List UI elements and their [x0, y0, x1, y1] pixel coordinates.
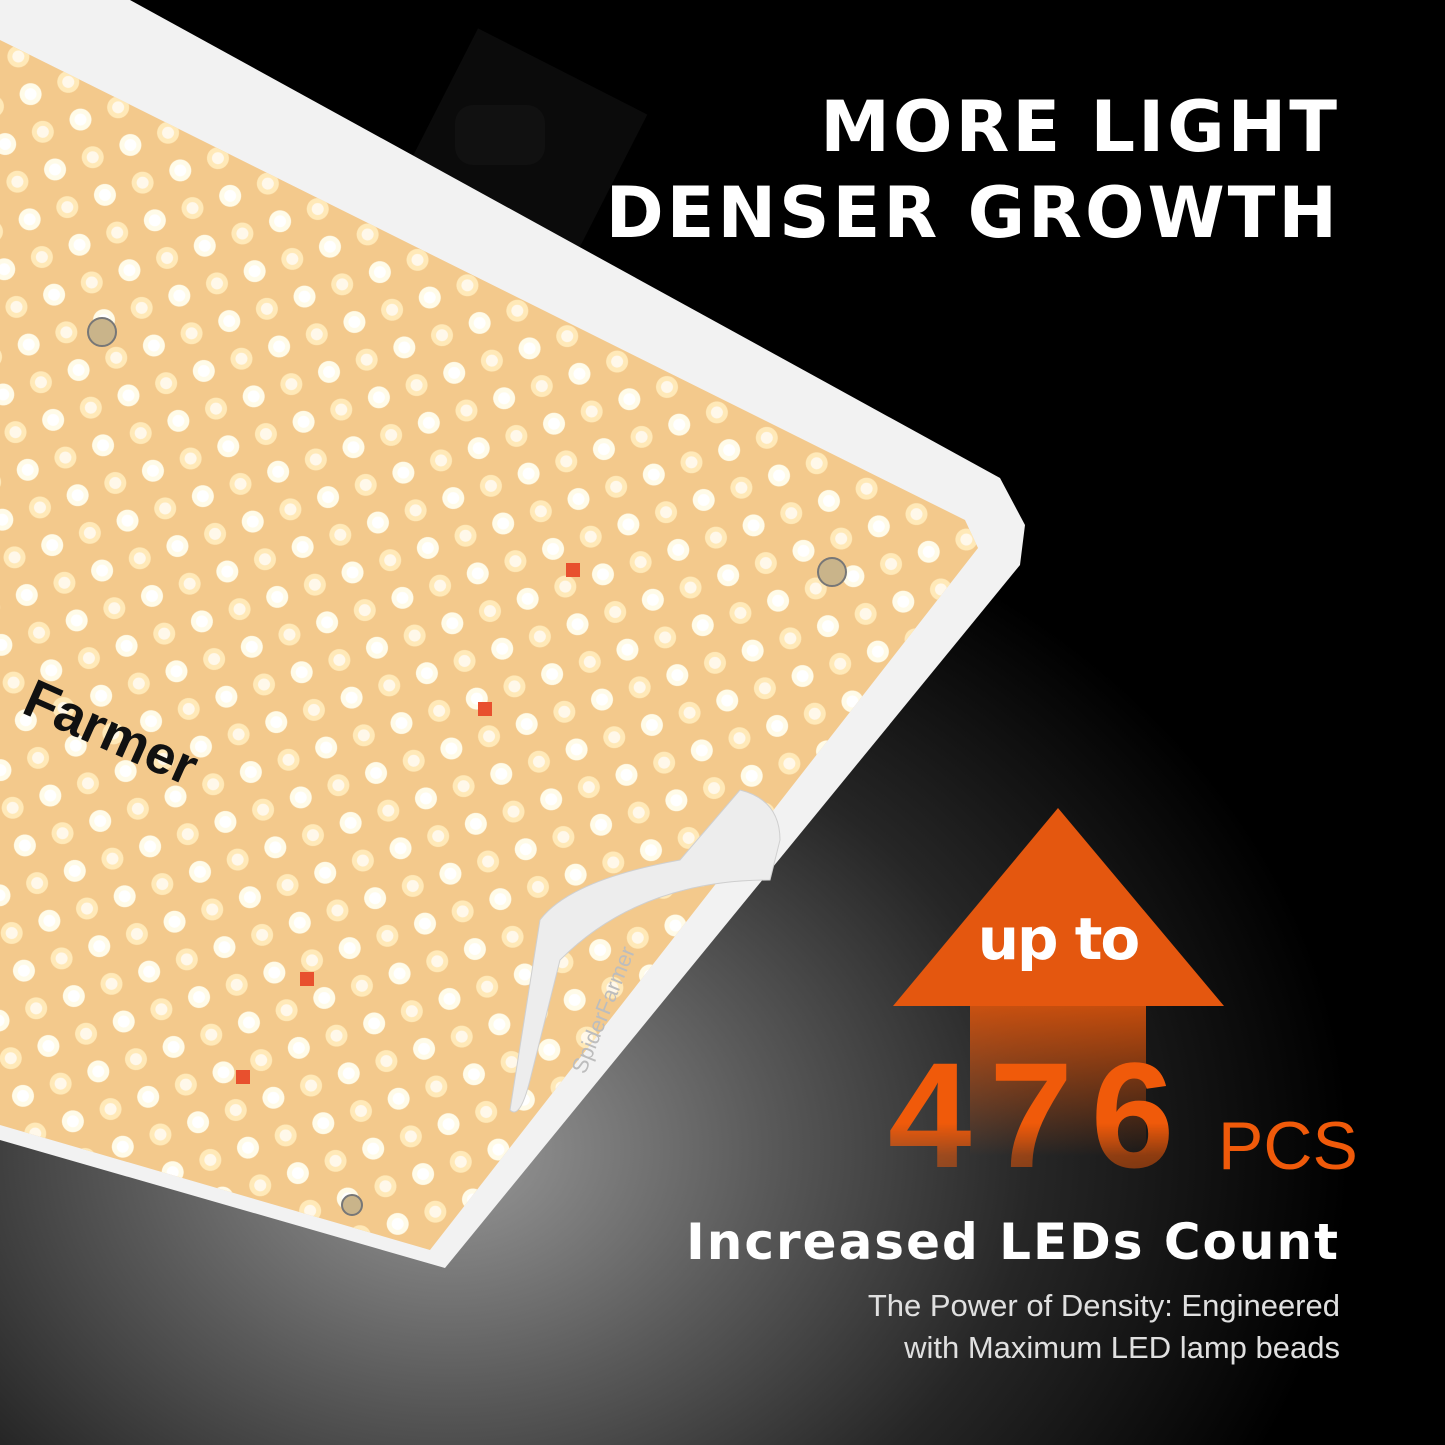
- description-line-2: with Maximum LED lamp beads: [904, 1330, 1340, 1365]
- dimmer-knob: [455, 105, 545, 165]
- headline-line-1: MORE LIGHT: [820, 86, 1340, 168]
- up-arrow-icon: [893, 808, 1224, 1156]
- red-leds: [236, 563, 580, 1084]
- mounting-clip: [509, 789, 781, 1113]
- badge-prefix: up to: [977, 905, 1141, 973]
- description-line-1: The Power of Density: Engineered: [867, 1288, 1340, 1323]
- screws: [87, 317, 847, 1216]
- headline-line-2: DENSER GROWTH: [605, 172, 1340, 254]
- led-count-unit: PCS: [1218, 1108, 1358, 1184]
- feature-title: Increased LEDs Count: [686, 1213, 1340, 1271]
- led-count: 476: [888, 1031, 1193, 1199]
- feature-description: The Power of Density: Engineered with Ma…: [868, 1285, 1340, 1369]
